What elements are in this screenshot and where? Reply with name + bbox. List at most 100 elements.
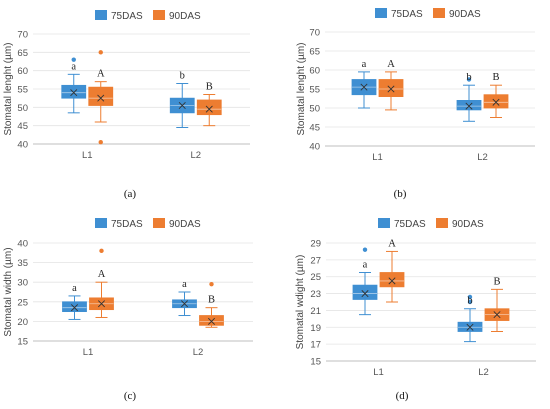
- legend-swatch: [378, 218, 390, 228]
- y-tick-label: 19: [310, 323, 321, 334]
- box-75DAS-L1: a: [62, 283, 87, 320]
- significance-letter: b: [467, 296, 472, 307]
- legend-label: 75DAS: [111, 219, 143, 230]
- y-tick-label: 65: [309, 47, 320, 58]
- significance-letter: B: [492, 72, 499, 83]
- y-tick-label: 60: [309, 66, 320, 77]
- y-tick-label: 70: [17, 30, 28, 41]
- box-75DAS-L2: a: [172, 279, 197, 317]
- significance-letter: A: [387, 59, 395, 70]
- legend-swatch: [436, 218, 448, 228]
- significance-letter: A: [97, 69, 105, 80]
- y-tick-label: 60: [17, 66, 28, 77]
- y-tick-label: 21: [310, 306, 321, 317]
- significance-letter: b: [466, 72, 471, 83]
- y-tick-label: 45: [309, 123, 320, 134]
- mean-marker: [70, 304, 79, 312]
- mean-marker: [97, 300, 106, 308]
- y-tick-label: 15: [310, 357, 321, 368]
- y-axis-label: Stomatal wdight (µm): [295, 255, 306, 350]
- box-90DAS-L2: B: [196, 82, 222, 127]
- box-iqr: [62, 301, 87, 312]
- box-90DAS-L2: B: [484, 276, 510, 332]
- mean-marker: [70, 89, 78, 97]
- x-tick-label: L1: [372, 152, 383, 163]
- significance-letter: B: [206, 82, 213, 93]
- significance-letter: A: [98, 269, 106, 280]
- legend: 75DAS 90DAS: [378, 218, 484, 230]
- significance-letter: a: [72, 283, 77, 294]
- box-iqr: [379, 272, 405, 288]
- y-tick-label: 55: [17, 85, 28, 96]
- y-tick-label: 17: [310, 340, 321, 351]
- x-tick-label: L1: [82, 150, 93, 161]
- x-tick-label: L2: [478, 367, 489, 378]
- mean-marker: [207, 317, 216, 325]
- outlier-point: [362, 247, 368, 252]
- box-iqr: [352, 284, 378, 300]
- mean-marker: [493, 311, 501, 319]
- y-tick-label: 25: [17, 297, 28, 308]
- outlier-point: [467, 294, 473, 300]
- box-75DAS-L2: b: [457, 294, 483, 343]
- box-90DAS-L1: A: [378, 59, 404, 111]
- box-iqr: [456, 100, 482, 111]
- box-75DAS-L1: a: [61, 57, 87, 114]
- mean-marker: [97, 94, 105, 102]
- mean-marker: [492, 98, 500, 106]
- significance-letter: a: [362, 59, 367, 70]
- outlier-point: [71, 57, 76, 62]
- x-tick-label: L1: [373, 367, 384, 378]
- legend-swatch: [153, 218, 165, 228]
- box-iqr: [61, 84, 87, 99]
- box-75DAS-L2: b: [456, 72, 482, 122]
- box-90DAS-L2: B: [483, 72, 509, 118]
- mean-marker: [180, 300, 189, 308]
- box-iqr: [196, 99, 222, 116]
- significance-letter: a: [182, 279, 187, 290]
- y-tick-label: 70: [309, 28, 320, 39]
- box-90DAS-L2: B: [199, 281, 224, 328]
- legend-swatch: [95, 218, 107, 228]
- panel-label: (b): [394, 188, 407, 200]
- y-tick-label: 50: [17, 103, 28, 114]
- y-tick-label: 20: [17, 317, 28, 328]
- significance-letter: a: [71, 61, 76, 72]
- significance-letter: a: [363, 260, 368, 271]
- legend-label: 75DAS: [111, 11, 143, 22]
- y-tick-label: 25: [310, 272, 321, 283]
- outlier-point: [209, 281, 214, 287]
- x-tick-label: L2: [190, 150, 201, 161]
- mean-marker: [205, 105, 213, 113]
- legend-label: 75DAS: [394, 219, 426, 230]
- y-tick-label: 55: [309, 85, 320, 96]
- outlier-point: [98, 139, 103, 145]
- mean-marker: [388, 277, 396, 285]
- panel-label: (a): [124, 188, 137, 200]
- y-tick-label: 27: [310, 255, 321, 266]
- mean-marker: [387, 85, 395, 93]
- box-75DAS-L2: b: [169, 71, 195, 128]
- mean-marker: [360, 83, 368, 91]
- y-tick-label: 40: [309, 142, 320, 153]
- y-axis-label: Stomatal width (µm): [3, 247, 14, 336]
- mean-marker: [466, 323, 474, 331]
- legend: 75DAS 90DAS: [95, 10, 201, 22]
- legend-label: 90DAS: [169, 219, 201, 230]
- box-iqr: [378, 79, 404, 98]
- legend-label: 90DAS: [449, 9, 481, 20]
- mean-marker: [361, 290, 369, 298]
- legend: 75DAS 90DAS: [375, 8, 481, 20]
- box-90DAS-L1: A: [88, 50, 114, 145]
- y-axis-label: Stomatal lenght (µm): [296, 42, 307, 135]
- y-tick-label: 45: [17, 121, 28, 132]
- y-tick-label: 29: [310, 239, 321, 250]
- outlier-point: [466, 77, 472, 82]
- box-90DAS-L1: A: [379, 238, 405, 303]
- significance-letter: B: [493, 276, 500, 287]
- y-tick-label: 15: [17, 337, 28, 348]
- significance-letter: b: [180, 71, 185, 82]
